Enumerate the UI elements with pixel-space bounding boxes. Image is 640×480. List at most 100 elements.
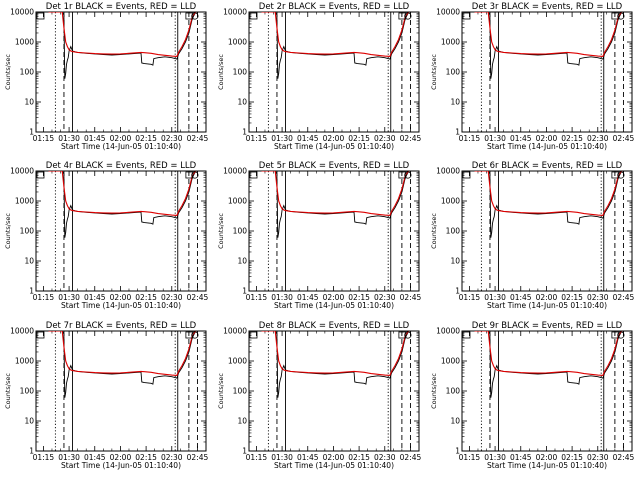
plot-frame: [461, 170, 633, 292]
x-tick-label: 01:15: [459, 134, 481, 143]
y-axis-label: Counts/sec: [4, 373, 12, 409]
plot-area: [474, 12, 624, 132]
x-tick-label: 02:00: [323, 134, 345, 143]
x-tick-label: 02:00: [536, 293, 558, 302]
end-marker-box: [398, 12, 407, 20]
y-tick-label: 10000: [436, 327, 460, 336]
start-marker-box: [249, 331, 258, 339]
y-tick-label: 10: [24, 417, 34, 426]
series-events-line: [261, 171, 410, 238]
x-axis-label: Start Time (14-Jun-05 01:10:40): [487, 142, 607, 151]
y-tick-label: 100: [446, 68, 461, 77]
y-tick-label: 10: [24, 257, 34, 266]
y-tick-label: 10000: [436, 8, 460, 17]
end-marker-circle: [404, 12, 412, 20]
start-marker-box: [36, 331, 45, 339]
y-axis-label: Counts/sec: [217, 54, 225, 90]
x-tick-label: 01:45: [297, 293, 319, 302]
x-tick-label: 01:30: [484, 453, 506, 462]
x-tick-label: 01:30: [58, 293, 80, 302]
x-tick-label: 02:45: [613, 453, 635, 462]
plot-area: [261, 12, 411, 132]
x-tick-label: 02:45: [400, 453, 422, 462]
start-marker-box: [249, 12, 258, 20]
x-tick-label: 02:15: [348, 293, 370, 302]
panel-title: Det 1r BLACK = Events, RED = LLD: [46, 2, 197, 12]
panel-title: Det 4r BLACK = Events, RED = LLD: [46, 161, 197, 171]
panel-9: Det 9r BLACK = Events, RED = LLD 1 10 100 10…: [430, 321, 634, 470]
x-tick-label: 02:15: [135, 134, 157, 143]
x-tick-label: 02:30: [374, 453, 396, 462]
series-lld-line: [474, 171, 623, 216]
x-tick-label: 02:00: [536, 134, 558, 143]
y-tick-label: 10000: [10, 327, 34, 336]
y-tick-label: 100: [20, 227, 35, 236]
y-tick-label: 10: [237, 417, 247, 426]
start-marker-box: [462, 171, 471, 179]
x-tick-label: 02:15: [561, 134, 583, 143]
x-tick-label: 02:45: [187, 293, 209, 302]
start-marker-box: [36, 12, 45, 20]
y-tick-label: 100: [446, 387, 461, 396]
y-tick-label: 1: [242, 287, 247, 296]
x-tick-label: 02:30: [587, 134, 609, 143]
y-tick-label: 1: [29, 447, 34, 456]
y-axis-label: Counts/sec: [4, 213, 12, 249]
y-tick-label: 1: [242, 447, 247, 456]
y-tick-label: 10: [450, 417, 460, 426]
series-lld-line: [474, 331, 623, 376]
end-marker-circle: [617, 171, 625, 179]
plot-frame: [35, 330, 207, 452]
x-tick-label: 01:45: [297, 134, 319, 143]
y-tick-label: 1000: [228, 357, 247, 366]
series-lld-line: [261, 331, 410, 376]
x-tick-label: 02:45: [187, 453, 209, 462]
series-events-line: [474, 12, 623, 79]
panel-5: Det 5r BLACK = Events, RED = LLD 1 10 100 10…: [217, 161, 421, 310]
y-tick-label: 100: [20, 68, 35, 77]
series-events-line: [48, 12, 197, 79]
panel-7: Det 7r BLACK = Events, RED = LLD 1 10 100 10…: [4, 321, 208, 470]
y-tick-label: 10000: [436, 167, 460, 176]
y-tick-label: 1000: [441, 38, 460, 47]
y-tick-label: 1000: [15, 357, 34, 366]
x-tick-label: 01:30: [484, 293, 506, 302]
panel-3: Det 3r BLACK = Events, RED = LLD 1 10 100 10…: [430, 2, 634, 151]
end-marker-box: [611, 331, 620, 339]
x-tick-label: 01:45: [510, 293, 532, 302]
plot-area: [474, 171, 624, 291]
plot-area: [48, 12, 198, 132]
x-tick-label: 01:15: [459, 453, 481, 462]
panel-title: Det 7r BLACK = Events, RED = LLD: [46, 321, 197, 331]
end-marker-box: [611, 171, 620, 179]
y-tick-label: 1: [455, 287, 460, 296]
plot-frame: [461, 330, 633, 452]
start-marker-box: [462, 331, 471, 339]
series-events-line: [48, 331, 197, 398]
x-tick-label: 02:45: [400, 293, 422, 302]
x-tick-label: 02:30: [587, 453, 609, 462]
series-events-line: [474, 171, 623, 238]
panel-title: Det 6r BLACK = Events, RED = LLD: [472, 161, 623, 171]
y-tick-label: 1: [455, 447, 460, 456]
x-tick-label: 01:15: [33, 293, 55, 302]
x-tick-label: 02:45: [187, 134, 209, 143]
x-tick-label: 02:45: [613, 134, 635, 143]
end-marker-box: [185, 331, 194, 339]
y-axis-label: Counts/sec: [217, 373, 225, 409]
series-lld-line: [48, 12, 197, 57]
start-marker-box: [249, 171, 258, 179]
plot-area: [261, 171, 411, 291]
x-axis-label: Start Time (14-Jun-05 01:10:40): [274, 301, 394, 310]
y-tick-label: 10000: [223, 8, 247, 17]
x-tick-label: 02:30: [161, 134, 183, 143]
y-tick-label: 100: [20, 387, 35, 396]
x-tick-label: 01:45: [84, 293, 106, 302]
x-axis-label: Start Time (14-Jun-05 01:10:40): [61, 301, 181, 310]
y-tick-label: 10000: [223, 327, 247, 336]
x-tick-label: 02:30: [374, 134, 396, 143]
panel-6: Det 6r BLACK = Events, RED = LLD 1 10 100 10…: [430, 161, 634, 310]
panel-title: Det 9r BLACK = Events, RED = LLD: [472, 321, 623, 331]
x-tick-label: 02:00: [323, 453, 345, 462]
